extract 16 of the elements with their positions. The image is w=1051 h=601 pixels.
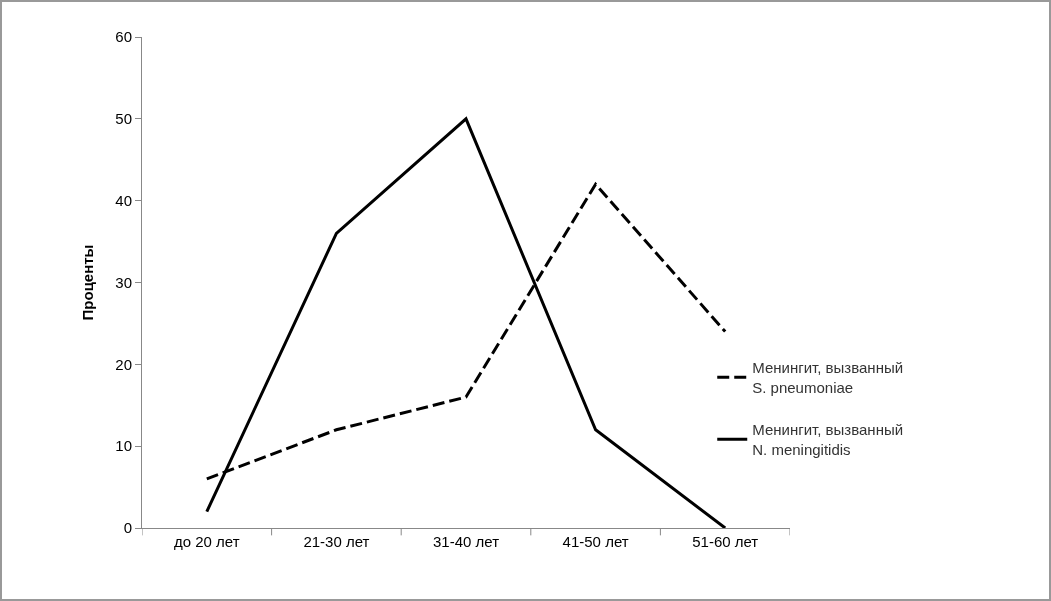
legend-label: Менингит, вызванный S. pneumoniae xyxy=(752,359,904,396)
y-axis-title: Проценты xyxy=(78,244,96,321)
x-tick-label: 41-50 лет xyxy=(562,533,629,550)
y-tick-label: 30 xyxy=(115,273,132,291)
legend-label: Менингит, вызванный N. meningitidis xyxy=(752,421,904,458)
y-tick-label: 60 xyxy=(115,28,132,46)
y-tick-label: 10 xyxy=(115,437,132,455)
x-tick-label: 31-40 лет xyxy=(433,533,500,550)
x-tick-label: 21-30 лет xyxy=(303,533,370,550)
x-tick-label: 51-60 лет xyxy=(692,533,759,550)
y-tick-label: 40 xyxy=(115,191,132,209)
y-tick-label: 20 xyxy=(115,355,132,373)
x-tick-label: до 20 лет xyxy=(174,533,240,550)
y-tick-label: 0 xyxy=(123,519,132,537)
y-tick-label: 50 xyxy=(115,110,132,128)
line-series xyxy=(205,117,727,528)
